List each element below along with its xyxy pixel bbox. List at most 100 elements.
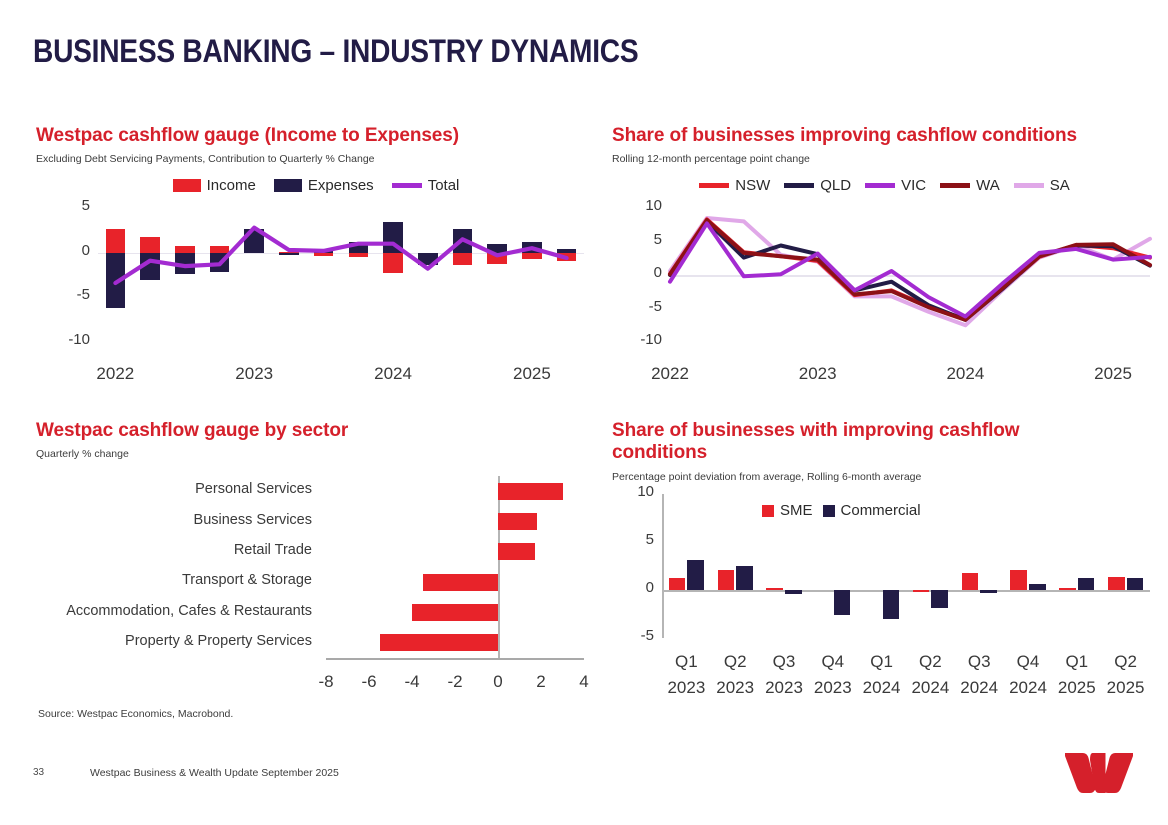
bar-expenses	[556, 249, 577, 253]
x-axis-year-label: 2024	[911, 678, 950, 697]
legend-item-qld: QLD	[784, 177, 851, 194]
chart-title: Share of businesses with improving cashf…	[612, 420, 1020, 464]
bar-sector	[422, 573, 498, 591]
footer-text: Westpac Business & Wealth Update Septemb…	[90, 767, 339, 779]
x-axis-year-label: 2023	[765, 678, 803, 697]
legend-label: SME	[780, 502, 813, 519]
bar-commercial	[1029, 583, 1046, 590]
zero-line	[670, 275, 1150, 277]
chart-subtitle: Percentage point deviation from average,…	[612, 470, 922, 483]
x-axis-quarter-label: Q2	[919, 652, 942, 671]
chart-subtitle: Excluding Debt Servicing Payments, Contr…	[36, 153, 375, 166]
bar-sme	[1059, 587, 1076, 590]
line-wa	[668, 218, 1152, 322]
legend-swatch-qld	[784, 183, 815, 188]
y-axis-tick-label: -5	[76, 286, 90, 304]
x-axis-tick-label: 2025	[513, 364, 551, 383]
x-axis-quarter-label: Q4	[821, 652, 845, 671]
x-axis-quarter-label: Q4	[1016, 652, 1040, 671]
category-label: Accommodation, Cafes & Restaurants	[66, 602, 312, 619]
x-axis-tick-label: 4	[579, 672, 589, 691]
bar-sme	[912, 590, 930, 592]
legend-swatch-sme	[762, 504, 774, 517]
x-axis-year-label: 2023	[813, 678, 852, 697]
chart-panel-cashflow-gauge: Westpac cashflow gauge (Income to Expens…	[36, 125, 596, 395]
x-axis-tick-label: 2022	[96, 364, 135, 383]
westpac-w-logo	[1063, 750, 1135, 796]
legend-label: Expenses	[307, 177, 374, 194]
bar-commercial	[980, 590, 997, 593]
bar-commercial	[687, 560, 704, 590]
chart-subtitle: Rolling 12-month percentage point change	[612, 153, 810, 166]
x-axis-quarter-label: Q1	[870, 652, 893, 671]
bar-sector	[379, 634, 498, 652]
y-axis-tick-label: -10	[640, 331, 662, 348]
legend-swatch-commercial	[822, 504, 835, 517]
bar-income	[452, 252, 473, 266]
category-label: Personal Services	[195, 481, 312, 498]
y-axis-tick-label: 0	[653, 264, 662, 281]
x-axis-year-label: 2024	[862, 678, 901, 697]
legend-item-expenses: Expenses	[273, 177, 374, 194]
y-axis-tick-label: 10	[645, 197, 662, 214]
category-label: Property & Property Services	[125, 632, 312, 649]
bar-commercial	[931, 590, 948, 609]
legend-swatch-total	[391, 183, 422, 188]
total-line	[113, 225, 569, 286]
page-number: 33	[33, 767, 45, 778]
chart-subtitle: Quarterly % change	[36, 448, 129, 461]
legend-label: QLD	[820, 177, 852, 194]
chart-title: Westpac cashflow gauge (Income to Expens…	[36, 125, 459, 146]
x-axis-tick-label: 2024	[946, 364, 985, 383]
legend-item-wa: WA	[940, 177, 1000, 194]
bar-expenses	[348, 241, 369, 253]
legend-label: WA	[976, 177, 1000, 194]
zero-line	[662, 590, 1150, 592]
bar-income	[140, 236, 160, 253]
bar-income	[209, 245, 230, 253]
legend-swatch-wa	[940, 183, 971, 188]
bar-sme	[961, 572, 979, 590]
legend-item-sme: SME	[762, 502, 813, 519]
bar-income	[313, 252, 334, 257]
bar-expenses	[105, 252, 126, 309]
chart-plot-area: Personal Services Business Services Retail…	[36, 466, 596, 696]
x-axis-tick-label: 2	[536, 672, 546, 691]
x-axis-tick-label: -6	[361, 672, 377, 691]
bar-commercial	[882, 590, 900, 619]
x-axis-quarter-label: Q1	[675, 652, 698, 671]
bar-income	[348, 252, 369, 258]
x-axis-year-label: 2024	[960, 678, 999, 697]
chart-legend: Income Expenses Total	[36, 177, 596, 194]
legend-swatch-sa	[1013, 183, 1044, 188]
x-axis-tick-label: 2025	[1094, 364, 1132, 383]
chart-plot-area: 10 5 0 -5 Q1 2023 Q2 2023 Q3 2023 Q4 2023 Q1 2024 Q2 20…	[612, 483, 1157, 703]
bar-income	[487, 252, 507, 265]
bar-income	[105, 229, 126, 253]
legend-item-nsw: NSW	[699, 177, 770, 194]
y-axis-line	[662, 494, 664, 638]
bar-sector	[498, 513, 537, 530]
y-axis-tick-label: 5	[645, 531, 654, 548]
x-axis-tick-label: 0	[493, 672, 503, 691]
bar-sme	[1108, 576, 1125, 590]
legend-label: Total	[427, 177, 460, 194]
series-lines	[668, 216, 1152, 328]
bar-expenses	[175, 252, 195, 275]
x-axis-line	[326, 658, 584, 660]
y-axis-tick-label: -10	[68, 331, 90, 348]
legend-swatch-nsw	[699, 183, 730, 188]
x-axis-tick-label: 2023	[235, 364, 274, 383]
y-axis-tick-label: 5	[653, 230, 662, 248]
bar-commercial	[736, 566, 753, 590]
bar-commercial	[1077, 577, 1095, 590]
chart-title: Westpac cashflow gauge by sector	[36, 420, 349, 441]
chart-legend: NSW QLD VIC WA SA	[612, 177, 1157, 194]
zero-line	[98, 252, 584, 255]
legend-item-income: Income	[172, 177, 256, 194]
chart-panel-share-by-state: Share of businesses improving cashflow c…	[612, 125, 1157, 395]
bar-expenses	[279, 252, 299, 256]
bar-sme	[766, 588, 783, 590]
y-axis-tick-label: 10	[637, 483, 654, 500]
